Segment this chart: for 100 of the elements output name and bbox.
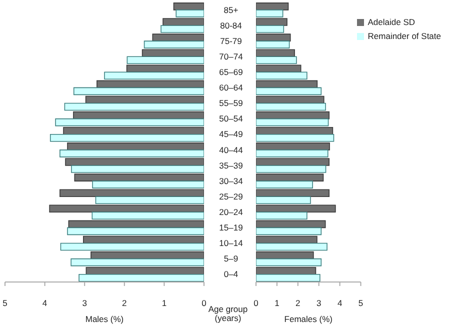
bar [256,158,330,166]
x-tick-label: 4 [42,298,48,308]
bar [173,2,204,10]
y-tick-label: 25–29 [219,191,244,202]
bar [256,80,318,88]
bar [256,25,284,33]
y-tick-label: 60–64 [219,82,244,93]
legend-label: Adelaide SD [368,17,416,27]
bar [104,72,204,80]
bar [256,34,291,42]
bar [256,102,326,111]
bar [256,118,329,126]
x-tick-label: 5 [2,298,8,308]
bar [92,212,204,220]
bar [74,174,204,182]
bar [256,87,322,96]
bar [90,251,204,260]
x-tick-label: 4 [337,298,342,308]
bar [126,56,204,64]
bar [176,10,204,18]
bar [126,64,204,73]
bar [96,80,204,88]
bar [256,258,322,266]
bar [71,165,204,173]
bar [256,18,288,26]
bar [256,142,330,150]
bar [256,165,326,173]
bar [256,40,290,48]
y-tick-label: 65–69 [219,67,244,77]
bar [63,126,204,135]
y-tick-label: 30–34 [219,176,244,186]
x-tick-label: 0 [254,298,259,308]
y-tick-label: 15–19 [219,222,244,233]
bar [73,87,204,96]
bar [256,174,324,182]
x-tick-label: 3 [82,298,88,308]
bar [92,180,204,188]
bar [64,102,204,111]
bar [67,227,204,236]
bar [144,40,204,48]
x-tick-label: 0 [202,298,207,308]
y-tick-label: 0–4 [224,269,238,280]
bar [60,189,204,197]
x-tick-label: 3 [316,298,322,308]
bar [256,180,313,188]
x-tick-label: 1 [274,298,280,308]
bar [50,134,204,142]
y-tick-label: 40–44 [219,144,244,155]
bar [256,274,320,282]
bar [256,236,318,244]
bar [60,150,204,158]
bar [256,220,326,228]
y-tick-label: 55–59 [219,98,244,108]
x-tick-label: 2 [122,298,128,308]
y-tick-label: 10–14 [219,238,244,248]
bar [70,258,204,266]
y-axis-title: Age group (years) [208,304,248,323]
bar [65,158,204,166]
bar [256,204,336,213]
bar [256,10,284,18]
bar [60,242,204,251]
x-axis-title: Males (%) [85,314,124,324]
x-tick-label: 1 [162,298,167,308]
bar [256,242,328,251]
bar [256,134,334,142]
bar [256,266,316,275]
bar [68,220,204,228]
legend-label: Remainder of State [368,31,441,41]
bar [256,251,314,260]
bar [95,196,204,204]
y-tick-label: 5–9 [224,254,238,264]
bar [142,49,204,57]
y-tick-label: 75-79 [220,36,242,46]
bar [162,18,204,26]
x-axis-title: Females (%) [284,314,333,324]
bar [256,111,330,120]
bar [85,96,204,104]
bar [256,72,308,80]
bar [256,49,295,57]
y-tick-label: 45–49 [219,129,244,140]
bar [86,266,204,275]
bar [78,274,204,282]
bar [256,196,311,204]
bar [67,142,204,150]
bar [256,56,297,64]
bar [49,204,204,213]
y-tick-label: 70–74 [219,51,244,62]
bar [256,189,330,197]
bar [256,96,324,104]
bar [73,111,204,120]
bar [256,227,322,236]
bar [160,25,204,33]
bar [256,150,328,158]
bar [83,236,204,244]
y-tick-label: 50–54 [219,114,244,124]
y-tick-label: 85+ [224,4,238,15]
x-tick-label: 2 [296,298,301,308]
bar [256,126,334,135]
y-tick-label: 35–39 [219,160,244,170]
bar [256,212,308,220]
